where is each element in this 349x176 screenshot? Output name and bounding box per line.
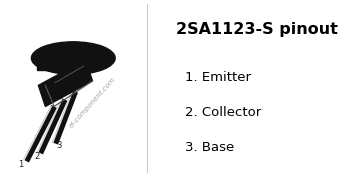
- Text: 2: 2: [34, 152, 39, 162]
- Text: 3: 3: [56, 141, 61, 150]
- Text: 2. Collector: 2. Collector: [185, 106, 261, 119]
- Text: 1. Emitter: 1. Emitter: [185, 71, 251, 84]
- Text: 3. Base: 3. Base: [185, 141, 234, 154]
- Ellipse shape: [31, 42, 115, 74]
- Text: 1: 1: [18, 160, 24, 169]
- Polygon shape: [38, 60, 92, 106]
- Polygon shape: [37, 60, 92, 70]
- Text: 2SA1123-S pinout: 2SA1123-S pinout: [176, 22, 337, 37]
- Text: el-component.com: el-component.com: [68, 76, 117, 128]
